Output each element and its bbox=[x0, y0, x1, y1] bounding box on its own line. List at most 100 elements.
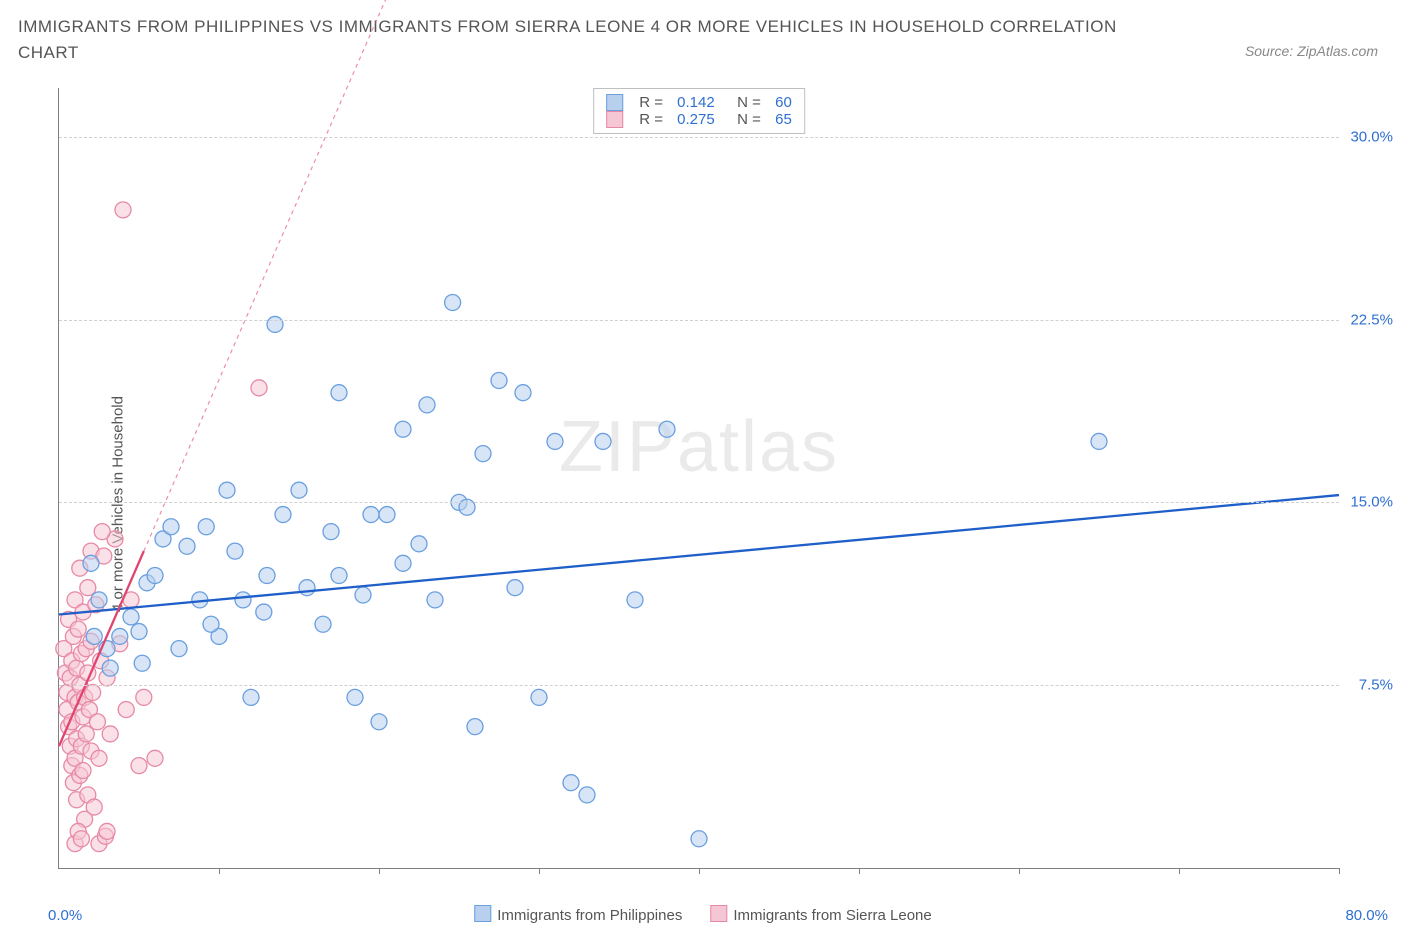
stats-legend: R = 0.142 N = 60R = 0.275 N = 65 bbox=[593, 88, 805, 134]
series-legend: Immigrants from Philippines Immigrants fr… bbox=[474, 905, 931, 924]
series-legend-item: Immigrants from Sierra Leone bbox=[710, 905, 931, 924]
legend-r-label: R = bbox=[639, 111, 667, 128]
scatter-point bbox=[275, 507, 291, 523]
scatter-point bbox=[179, 538, 195, 554]
plot-svg bbox=[59, 88, 1339, 868]
scatter-point bbox=[315, 616, 331, 632]
series-legend-label: Immigrants from Sierra Leone bbox=[733, 907, 931, 924]
gridline bbox=[59, 137, 1339, 138]
y-tick-label: 30.0% bbox=[1350, 128, 1393, 145]
scatter-point bbox=[86, 799, 102, 815]
scatter-point bbox=[347, 689, 363, 705]
x-tick bbox=[859, 868, 860, 874]
scatter-point bbox=[112, 628, 128, 644]
legend-n-label: N = bbox=[725, 94, 765, 111]
scatter-point bbox=[475, 446, 491, 462]
scatter-point bbox=[595, 433, 611, 449]
scatter-point bbox=[171, 641, 187, 657]
legend-swatch bbox=[474, 905, 491, 922]
legend-n-label: N = bbox=[725, 111, 765, 128]
chart-header: IMMIGRANTS FROM PHILIPPINES VS IMMIGRANT… bbox=[0, 0, 1406, 65]
scatter-point bbox=[134, 655, 150, 671]
scatter-point bbox=[102, 726, 118, 742]
scatter-point bbox=[115, 202, 131, 218]
scatter-point bbox=[491, 373, 507, 389]
scatter-point bbox=[379, 507, 395, 523]
plot-region: ZIPatlas R = 0.142 N = 60R = 0.275 N = 6… bbox=[58, 88, 1339, 869]
scatter-point bbox=[627, 592, 643, 608]
scatter-point bbox=[243, 689, 259, 705]
x-axis-min-label: 0.0% bbox=[48, 907, 82, 924]
chart-title: IMMIGRANTS FROM PHILIPPINES VS IMMIGRANT… bbox=[18, 14, 1118, 65]
legend-swatch bbox=[606, 94, 623, 111]
scatter-point bbox=[235, 592, 251, 608]
scatter-point bbox=[94, 524, 110, 540]
scatter-point bbox=[91, 750, 107, 766]
legend-swatch bbox=[710, 905, 727, 922]
x-tick bbox=[379, 868, 380, 874]
scatter-point bbox=[395, 555, 411, 571]
scatter-point bbox=[395, 421, 411, 437]
scatter-point bbox=[136, 689, 152, 705]
scatter-point bbox=[419, 397, 435, 413]
scatter-point bbox=[131, 758, 147, 774]
x-axis-max-label: 80.0% bbox=[1345, 907, 1388, 924]
scatter-point bbox=[299, 580, 315, 596]
scatter-point bbox=[291, 482, 307, 498]
x-tick bbox=[539, 868, 540, 874]
scatter-point bbox=[203, 616, 219, 632]
scatter-point bbox=[99, 823, 115, 839]
scatter-point bbox=[411, 536, 427, 552]
scatter-point bbox=[331, 385, 347, 401]
scatter-point bbox=[427, 592, 443, 608]
scatter-point bbox=[659, 421, 675, 437]
y-tick-label: 15.0% bbox=[1350, 494, 1393, 511]
scatter-point bbox=[163, 519, 179, 535]
scatter-point bbox=[227, 543, 243, 559]
gridline bbox=[59, 320, 1339, 321]
scatter-point bbox=[131, 624, 147, 640]
series-legend-item: Immigrants from Philippines bbox=[474, 905, 682, 924]
source-label: Source: ZipAtlas.com bbox=[1245, 43, 1388, 65]
x-tick bbox=[699, 868, 700, 874]
scatter-point bbox=[86, 628, 102, 644]
stats-legend-row: R = 0.275 N = 65 bbox=[606, 111, 792, 128]
scatter-point bbox=[83, 555, 99, 571]
legend-n-value: 60 bbox=[775, 94, 792, 111]
scatter-point bbox=[123, 609, 139, 625]
scatter-point bbox=[691, 831, 707, 847]
gridline bbox=[59, 502, 1339, 503]
scatter-point bbox=[256, 604, 272, 620]
x-tick bbox=[1179, 868, 1180, 874]
legend-r-value: 0.275 bbox=[677, 111, 715, 128]
legend-r-label: R = bbox=[639, 94, 667, 111]
y-tick-label: 22.5% bbox=[1350, 311, 1393, 328]
scatter-point bbox=[515, 385, 531, 401]
x-tick bbox=[1339, 868, 1340, 874]
trend-line bbox=[59, 495, 1339, 614]
scatter-point bbox=[331, 568, 347, 584]
scatter-point bbox=[73, 831, 89, 847]
y-tick-label: 7.5% bbox=[1359, 677, 1393, 694]
scatter-point bbox=[547, 433, 563, 449]
chart-area: 4 or more Vehicles in Household ZIPatlas… bbox=[0, 78, 1406, 930]
legend-r-value: 0.142 bbox=[677, 94, 715, 111]
scatter-point bbox=[219, 482, 235, 498]
scatter-point bbox=[531, 689, 547, 705]
scatter-point bbox=[507, 580, 523, 596]
scatter-point bbox=[91, 592, 107, 608]
scatter-point bbox=[85, 685, 101, 701]
legend-n-value: 65 bbox=[775, 111, 792, 128]
scatter-point bbox=[102, 660, 118, 676]
scatter-point bbox=[579, 787, 595, 803]
scatter-point bbox=[75, 763, 91, 779]
series-legend-label: Immigrants from Philippines bbox=[497, 907, 682, 924]
x-tick bbox=[219, 868, 220, 874]
scatter-point bbox=[147, 750, 163, 766]
scatter-point bbox=[259, 568, 275, 584]
trend-line-extension bbox=[144, 0, 411, 551]
scatter-point bbox=[251, 380, 267, 396]
gridline bbox=[59, 685, 1339, 686]
scatter-point bbox=[70, 621, 86, 637]
scatter-point bbox=[198, 519, 214, 535]
